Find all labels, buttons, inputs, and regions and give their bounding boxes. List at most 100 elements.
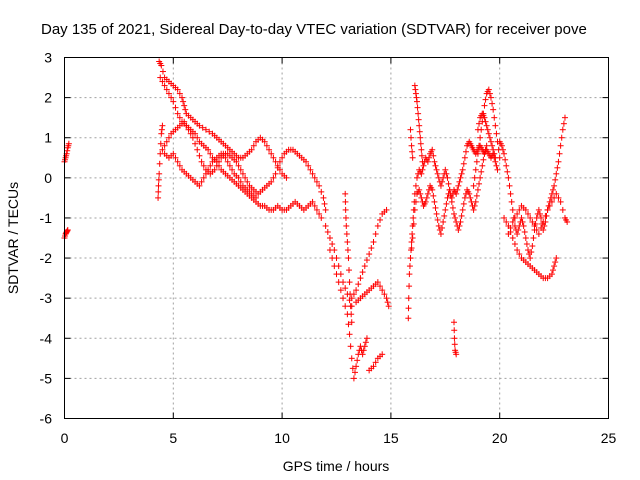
data-point [182, 106, 189, 113]
data-point [406, 271, 413, 278]
data-point [370, 239, 377, 246]
plot-frame [64, 57, 609, 419]
data-point [455, 182, 462, 189]
data-point [158, 130, 165, 137]
data-point [200, 162, 207, 169]
data-point [493, 162, 500, 169]
data-point [410, 214, 417, 221]
data-point [552, 259, 559, 266]
data-point [432, 204, 439, 211]
data-point [476, 180, 483, 187]
y-tick-label: 0 [44, 170, 52, 186]
data-point [272, 170, 279, 177]
data-point [442, 206, 449, 213]
data-point [383, 206, 390, 213]
data-point [235, 162, 242, 169]
data-point [261, 138, 268, 145]
data-point [544, 206, 551, 213]
data-point [377, 283, 384, 290]
data-point [551, 263, 558, 270]
data-point [372, 359, 379, 366]
data-point [196, 152, 203, 159]
data-point [181, 102, 188, 109]
data-point [316, 182, 323, 189]
data-point [329, 255, 336, 262]
data-point [487, 94, 494, 101]
x-tick-label: 10 [274, 430, 290, 446]
data-point [355, 281, 362, 288]
data-point [414, 174, 421, 181]
data-point [416, 128, 423, 135]
data-point [430, 192, 437, 199]
data-point [542, 212, 549, 219]
data-point [472, 166, 479, 173]
data-point [458, 212, 465, 219]
data-point [516, 206, 523, 213]
data-point [357, 275, 364, 282]
data-point [521, 228, 528, 235]
data-point [180, 98, 187, 105]
data-point [226, 162, 233, 169]
data-point [457, 218, 464, 225]
data-point [483, 122, 490, 129]
data-point [407, 126, 414, 133]
data-point [263, 142, 270, 149]
data-point [481, 102, 488, 109]
data-point [451, 210, 458, 217]
data-point [460, 160, 467, 167]
data-point [176, 162, 183, 169]
data-point [183, 122, 190, 129]
data-point [170, 150, 177, 157]
data-point [242, 174, 249, 181]
data-point [461, 154, 468, 161]
data-point [229, 166, 236, 173]
data-point [235, 174, 242, 181]
data-point [515, 226, 522, 233]
data-point [372, 230, 379, 237]
data-point [196, 182, 203, 189]
data-point [561, 114, 568, 121]
data-point [405, 305, 412, 312]
data-point [406, 263, 413, 270]
data-point [550, 267, 557, 274]
data-point [266, 146, 273, 153]
data-point [316, 210, 323, 217]
data-point [406, 283, 413, 290]
data-point [491, 114, 498, 121]
data-point [540, 218, 547, 225]
data-point [198, 178, 205, 185]
data-point [202, 126, 209, 133]
data-point [233, 158, 240, 165]
data-point [533, 226, 540, 233]
data-point [418, 146, 425, 153]
data-point [424, 158, 431, 165]
data-point [483, 142, 490, 149]
data-point [509, 206, 516, 213]
data-point [168, 94, 175, 101]
data-point [564, 218, 571, 225]
data-point [159, 68, 166, 75]
data-point [474, 126, 481, 133]
data-point [331, 263, 338, 270]
data-point [320, 194, 327, 201]
data-point [417, 190, 424, 197]
data-point [353, 287, 360, 294]
data-point [482, 118, 489, 125]
data-point [313, 206, 320, 213]
data-point [181, 118, 188, 125]
data-point [541, 222, 548, 229]
data-point [433, 210, 440, 217]
data-point [418, 194, 425, 201]
data-point [189, 134, 196, 141]
data-point [237, 166, 244, 173]
data-point [459, 166, 466, 173]
data-point [458, 170, 465, 177]
data-point [518, 214, 525, 221]
data-point [345, 255, 352, 262]
x-tick-label: 0 [61, 430, 69, 446]
data-point [527, 255, 534, 262]
data-point [192, 140, 199, 147]
data-point [559, 126, 566, 133]
data-point [548, 271, 555, 278]
data-point [440, 218, 447, 225]
